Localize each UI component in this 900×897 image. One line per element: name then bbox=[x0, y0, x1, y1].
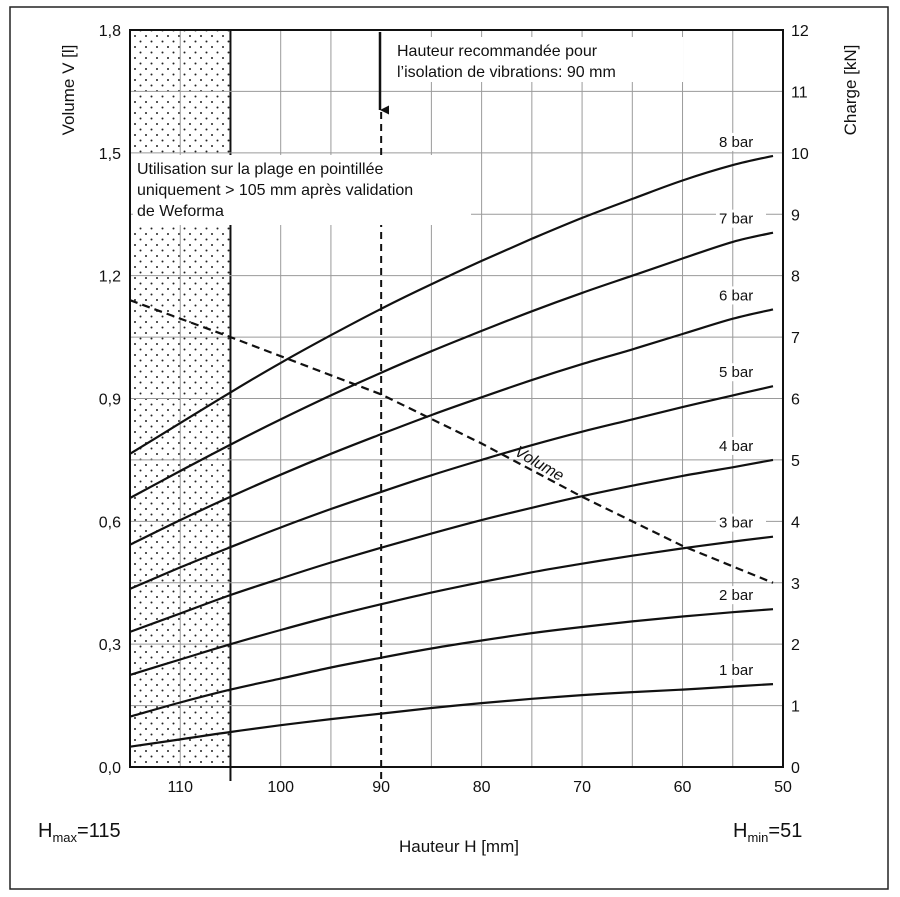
dotted-range-note-background bbox=[133, 155, 471, 225]
y-right-tick-label: 10 bbox=[791, 146, 809, 163]
y-left-tick-label: 1,8 bbox=[99, 23, 121, 40]
y-left-tick-label: 0,0 bbox=[99, 760, 121, 777]
y-right-tick-label: 8 bbox=[791, 269, 800, 286]
series-label-background bbox=[716, 132, 766, 151]
y-left-tick-label: 1,2 bbox=[99, 269, 121, 286]
series-line-5-bar bbox=[129, 385, 774, 590]
series-label-6-bar: 6 bar bbox=[719, 287, 753, 304]
y-right-tick-label: 0 bbox=[791, 760, 800, 777]
series-label-background bbox=[716, 513, 766, 532]
recommended-height-text-line2: l’isolation de vibrations: 90 mm bbox=[397, 64, 616, 81]
recommended-label-background bbox=[393, 37, 683, 82]
h-min-label: Hmin=51 bbox=[733, 820, 802, 845]
series-line-6-bar bbox=[129, 308, 774, 546]
y-right-tick-label: 6 bbox=[791, 392, 800, 409]
y-left-tick-label: 0,6 bbox=[99, 514, 121, 531]
x-tick-label: 70 bbox=[573, 779, 591, 796]
series-label-background bbox=[716, 586, 766, 605]
recommended-height-text-line1: Hauteur recommandée pour bbox=[397, 43, 598, 60]
y-left-tick-label: 1,5 bbox=[99, 146, 121, 163]
series-label-background bbox=[716, 661, 766, 680]
y-left-tick-label: 0,9 bbox=[99, 392, 121, 409]
series-line-7-bar bbox=[129, 231, 774, 499]
y-right-tick-label: 7 bbox=[791, 330, 800, 347]
series-label-background bbox=[716, 209, 766, 228]
y-left-axis-label: Volume V [l] bbox=[59, 45, 78, 136]
series-label-8-bar: 8 bar bbox=[719, 134, 753, 151]
series-label-3-bar: 3 bar bbox=[719, 515, 753, 532]
x-tick-label: 60 bbox=[674, 779, 692, 796]
series-line-volume bbox=[129, 299, 774, 584]
y-right-tick-label: 12 bbox=[791, 23, 809, 40]
y-right-tick-label: 4 bbox=[791, 514, 800, 531]
y-right-tick-label: 5 bbox=[791, 453, 800, 470]
x-tick-label: 80 bbox=[473, 779, 491, 796]
y-right-tick-label: 1 bbox=[791, 699, 800, 716]
y-left-tick-label: 0,3 bbox=[99, 637, 121, 654]
series-line-2-bar bbox=[129, 608, 774, 718]
x-tick-label: 50 bbox=[774, 779, 792, 796]
series-label-background bbox=[716, 436, 766, 455]
series-line-4-bar bbox=[129, 458, 774, 633]
series-label-7-bar: 7 bar bbox=[719, 211, 753, 228]
x-tick-label: 110 bbox=[167, 779, 193, 796]
series-label-background bbox=[716, 286, 766, 305]
series-label-4-bar: 4 bar bbox=[719, 438, 753, 455]
series-line-8-bar bbox=[129, 154, 774, 455]
y-right-tick-label: 11 bbox=[791, 84, 808, 101]
dotted-range-note-line1: Utilisation sur la plage en pointillée bbox=[137, 161, 383, 178]
plot-area-border bbox=[129, 29, 784, 768]
h-max-label: Hmax=115 bbox=[38, 820, 121, 845]
series-line-3-bar bbox=[129, 535, 774, 676]
y-right-tick-label: 9 bbox=[791, 207, 800, 224]
x-axis-label: Hauteur H [mm] bbox=[399, 837, 519, 856]
x-tick-label: 90 bbox=[372, 779, 390, 796]
y-right-tick-label: 2 bbox=[791, 637, 800, 654]
y-right-tick-label: 3 bbox=[791, 576, 800, 593]
series-label-1-bar: 1 bar bbox=[719, 662, 753, 679]
x-tick-label: 100 bbox=[267, 779, 294, 796]
series-line-1-bar bbox=[129, 683, 774, 748]
series-label-2-bar: 2 bar bbox=[719, 587, 753, 604]
dotted-range-note-line3: de Weforma bbox=[137, 203, 224, 220]
dotted-range-note-line2: uniquement > 105 mm après validation bbox=[137, 182, 413, 199]
series-label-5-bar: 5 bar bbox=[719, 364, 753, 381]
y-right-axis-label: Charge [kN] bbox=[841, 45, 860, 136]
series-label-background bbox=[716, 363, 766, 382]
